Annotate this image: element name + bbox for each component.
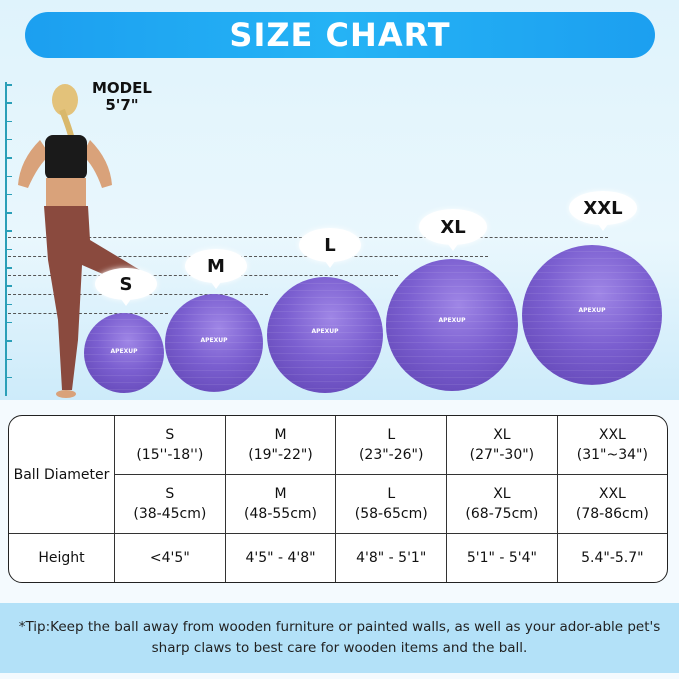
- brand-logo: APEXUP: [200, 337, 228, 345]
- cell: <4'5": [115, 534, 226, 582]
- ruler-tick: [5, 193, 12, 196]
- table-row: Ball Diameter S (15''-18'') M (19"-22") L(…: [9, 416, 667, 534]
- ruler-tick: [5, 84, 12, 86]
- ball-s: APEXUP: [84, 313, 164, 393]
- ruler-tick: [5, 120, 12, 123]
- cell: XL (68-75cm): [447, 475, 558, 534]
- model-foot: [56, 390, 76, 398]
- tip-box: *Tip:Keep the ball away from wooden furn…: [0, 603, 679, 673]
- model-figure: [18, 84, 140, 398]
- ruler-tick: [5, 212, 12, 214]
- cell: 4'5" - 4'8": [226, 534, 337, 582]
- size-bubble: M: [185, 249, 247, 289]
- ball-stripes: [84, 313, 164, 393]
- page-title: SIZE CHART: [229, 16, 451, 54]
- ruler-tick: [5, 248, 12, 251]
- model-leggings: [44, 206, 140, 390]
- model-top: [45, 135, 87, 180]
- table-row: S (38-45cm) M (48-55cm) L (58-65cm) XL (68-7…: [9, 475, 667, 534]
- model-head: [52, 84, 78, 116]
- cell: 5'1" - 5'4": [447, 534, 558, 582]
- size-bubble: XL: [419, 209, 487, 251]
- cell: S (38-45cm): [115, 475, 226, 534]
- cell: XXL (78-86cm): [557, 475, 667, 534]
- size-bubble: S: [95, 268, 157, 306]
- ruler-tick: [5, 285, 12, 287]
- cell: 5.4"-5.7": [581, 550, 644, 566]
- size-table: Ball Diameter S (15''-18'') M (19"-22") L(…: [8, 415, 668, 583]
- ruler-tick: [5, 157, 12, 159]
- cell: L (58-65cm): [336, 475, 448, 534]
- ball-stripes: [522, 245, 662, 385]
- model-label-text: MODEL: [92, 79, 152, 97]
- model-height: 5'7": [105, 96, 139, 114]
- ball-m: APEXUP: [165, 294, 263, 392]
- ball-l: APEXUP: [267, 277, 383, 393]
- ruler-tick: [5, 138, 12, 141]
- cell: L (23"-26"): [336, 416, 448, 475]
- size-bubble: XXL: [569, 191, 637, 231]
- ruler-tick: [5, 175, 12, 177]
- model-arms: [18, 140, 112, 188]
- cell: XXL (31"~34"): [557, 416, 667, 475]
- ruler-tick: [5, 340, 12, 342]
- row-header-diameter: Ball Diameter: [9, 416, 115, 534]
- brand-logo: APEXUP: [311, 328, 339, 336]
- cell: M (19"-22"): [225, 416, 337, 475]
- height-ruler: [5, 82, 7, 396]
- height-guide-line: [8, 313, 168, 314]
- brand-logo: APEXUP: [578, 306, 606, 314]
- ruler-tick: [5, 102, 12, 104]
- brand-logo: APEXUP: [438, 317, 466, 325]
- model-label: MODEL 5'7": [92, 80, 152, 114]
- tip-text: *Tip:Keep the ball away from wooden furn…: [18, 619, 661, 656]
- ball-stripes: [267, 277, 383, 393]
- model-torso: [46, 178, 86, 208]
- size-bubble: L: [299, 228, 361, 268]
- ruler-tick: [5, 267, 12, 269]
- cell: 4'8" - 5'1": [336, 534, 448, 582]
- ball-xxl: APEXUP: [522, 245, 662, 385]
- ball-xl: APEXUP: [386, 259, 518, 391]
- table-row: Height <4'5" 4'5" - 4'8" 4'8" - 5'1" 5'1…: [9, 534, 667, 582]
- cell: S (15''-18''): [115, 416, 226, 475]
- ball-stripes: [386, 259, 518, 391]
- cell: XL (27"-30"): [447, 416, 558, 475]
- ruler-tick: [5, 376, 12, 379]
- ball-stripes: [165, 294, 263, 392]
- brand-logo: APEXUP: [110, 348, 138, 356]
- height-guide-line: [8, 256, 488, 257]
- title-banner: SIZE CHART: [25, 12, 655, 58]
- ruler-tick: [5, 303, 12, 306]
- cell: M (48-55cm): [225, 475, 337, 534]
- ruler-tick: [5, 230, 12, 232]
- ruler-tick: [5, 321, 12, 324]
- ruler-tick: [5, 358, 12, 360]
- row-header-height: Height: [9, 534, 115, 582]
